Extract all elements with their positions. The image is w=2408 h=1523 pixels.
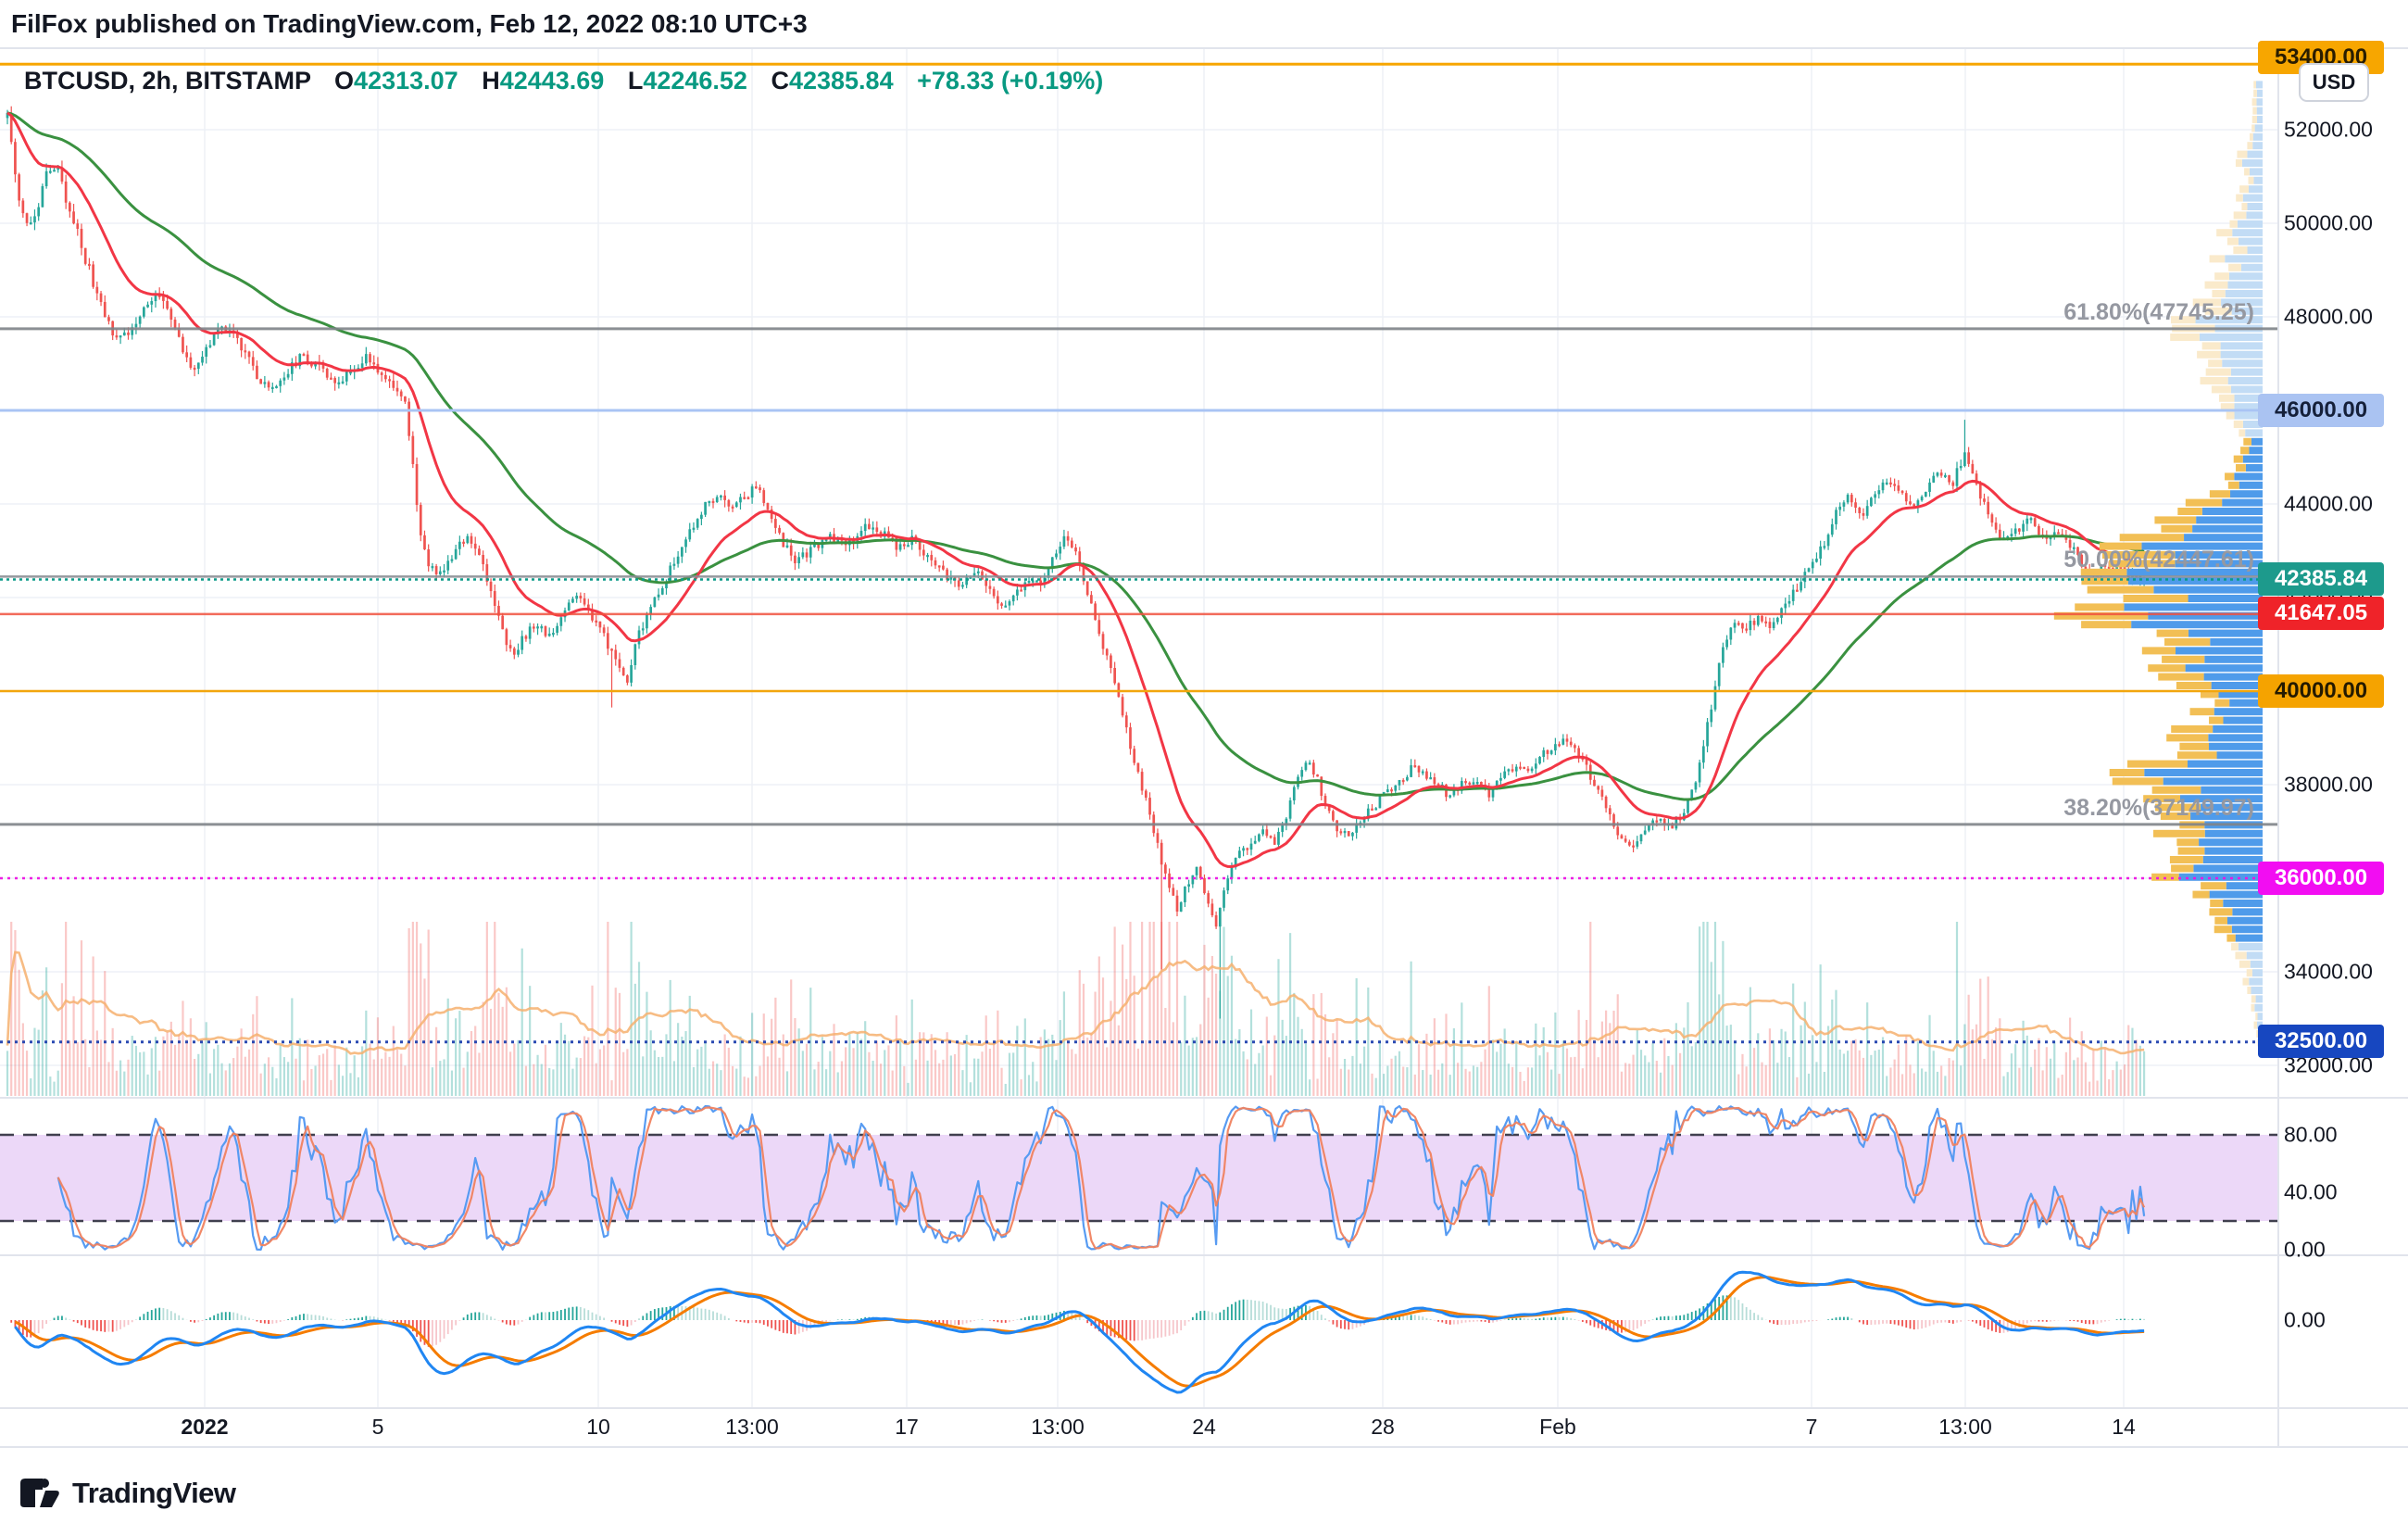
- time-tick-28: 28: [1371, 1415, 1395, 1439]
- close-value: 42385.84: [788, 67, 894, 94]
- stoch-tick-40.00: 40.00: [2284, 1179, 2338, 1204]
- open-label: O: [334, 67, 355, 94]
- change-value: +78.33 (+0.19%): [917, 67, 1104, 94]
- time-tick-Feb: Feb: [1539, 1415, 1576, 1439]
- time-tick-5: 5: [371, 1415, 384, 1439]
- volume-ma-line: [6, 950, 2145, 1055]
- time-tick-17: 17: [895, 1415, 919, 1439]
- price-tick-34000.00: 34000.00: [2284, 959, 2373, 984]
- panel-separators: [0, 47, 2408, 1448]
- price-levels-layer: [0, 62, 2278, 1044]
- price-label-40000: 40000.00: [2258, 674, 2384, 708]
- price-tick-50000.00: 50000.00: [2284, 210, 2373, 235]
- macd-tick-0.00: 0.00: [2284, 1307, 2326, 1332]
- price-tick-52000.00: 52000.00: [2284, 117, 2373, 142]
- time-tick-13:00: 13:00: [1031, 1415, 1085, 1439]
- price-label-36000: 36000.00: [2258, 862, 2384, 895]
- legend-symbol[interactable]: BTCUSD, 2h, BITSTAMP: [24, 67, 311, 94]
- moving-averages-layer: [6, 111, 2145, 868]
- low-label: L: [627, 67, 644, 94]
- time-tick-2022: 2022: [181, 1415, 229, 1439]
- price-tick-48000.00: 48000.00: [2284, 304, 2373, 329]
- candles-layer: [6, 106, 2146, 1019]
- price-label-current: 42385.84: [2258, 562, 2384, 596]
- stoch-tick-80.00: 80.00: [2284, 1122, 2338, 1147]
- price-tick-38000.00: 38000.00: [2284, 772, 2373, 797]
- stoch-tick-0.00: 0.00: [2284, 1237, 2326, 1262]
- time-tick-13:00: 13:00: [725, 1415, 779, 1439]
- volume-profile-layer: [2053, 81, 2263, 1055]
- tradingview-logo-text: TradingView: [72, 1477, 236, 1509]
- low-value: 42246.52: [643, 67, 747, 94]
- macd-panel: [10, 1270, 2145, 1394]
- price-tick-44000.00: 44000.00: [2284, 491, 2373, 516]
- time-tick-24: 24: [1192, 1415, 1216, 1439]
- footer-branding[interactable]: TradingView: [19, 1475, 236, 1512]
- symbol-legend[interactable]: BTCUSD, 2h, BITSTAMP O42313.07 H42443.69…: [24, 67, 1103, 95]
- time-tick-14: 14: [2112, 1415, 2136, 1439]
- price-label-46000: 46000.00: [2258, 394, 2384, 427]
- stochastic-panel: [0, 1104, 2278, 1251]
- published-line: FilFox published on TradingView.com, Feb…: [11, 9, 808, 38]
- high-value: 42443.69: [499, 67, 605, 94]
- fib-label-500: 50.00%(42447.61): [2063, 547, 2254, 573]
- tradingview-logo-icon: [20, 1479, 59, 1507]
- close-label: C: [771, 67, 789, 94]
- open-value: 42313.07: [354, 67, 458, 94]
- fib-label-382: 38.20%(37149.97): [2063, 795, 2254, 821]
- time-tick-10: 10: [586, 1415, 610, 1439]
- time-tick-7: 7: [1805, 1415, 1818, 1439]
- fib-label-618: 61.80%(47745.25): [2063, 299, 2254, 325]
- price-label-32500: 32500.00: [2258, 1025, 2384, 1058]
- currency-toggle-button[interactable]: USD: [2299, 63, 2369, 102]
- time-tick-13:00: 13:00: [1938, 1415, 1992, 1439]
- price-label-41647: 41647.05: [2258, 597, 2384, 630]
- high-label: H: [482, 67, 500, 94]
- volume-bars-layer: [6, 922, 2146, 1096]
